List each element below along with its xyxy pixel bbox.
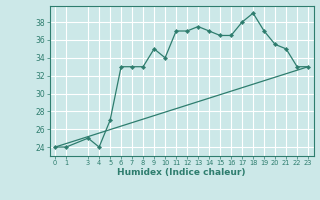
X-axis label: Humidex (Indice chaleur): Humidex (Indice chaleur): [117, 168, 246, 177]
